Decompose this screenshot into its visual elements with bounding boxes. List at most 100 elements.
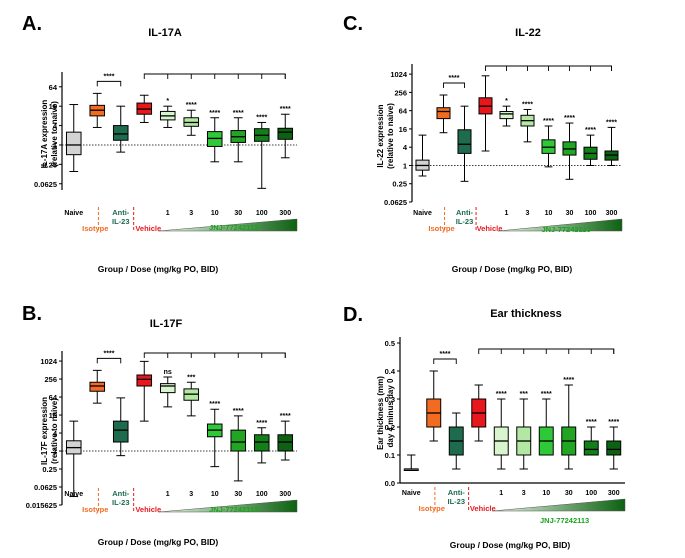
- y-axis-label-line: Ear thickness (mm): [376, 376, 385, 450]
- box-iqr: [112, 125, 129, 141]
- dose-ramp: [498, 218, 623, 232]
- group-label-isotype: Isotype: [419, 504, 445, 513]
- y-tick-label: 4: [53, 122, 58, 131]
- y-tick-label: 0.0: [385, 479, 395, 488]
- box-300: [277, 113, 294, 159]
- panel-4: D. Ear thickness Ear thickness (mm)day 4 m…: [343, 304, 626, 550]
- box-iqr: [436, 107, 451, 120]
- y-tick-label: 4: [53, 429, 58, 438]
- y-tick-label: 16: [399, 125, 407, 134]
- sig-label-dose: ns: [164, 369, 172, 376]
- y-axis-label-line: (relative to naive): [386, 103, 395, 169]
- chart-title: IL-17F: [150, 318, 183, 330]
- box-300: [606, 426, 622, 470]
- x-category-dose: 10: [211, 491, 219, 498]
- sig-label-dose: *: [166, 98, 169, 105]
- box-100: [583, 426, 599, 456]
- x-category-dose: 30: [234, 491, 242, 498]
- box-10: [541, 125, 556, 168]
- sig-label-dose: ****: [209, 401, 220, 408]
- y-tick-label: 1024: [390, 70, 408, 79]
- y-axis-label-line: IL-22 expression: [376, 104, 385, 167]
- x-category-dose: 30: [566, 210, 574, 217]
- sig-label-dose: ****: [522, 101, 533, 108]
- y-tick-label: 0.0625: [384, 198, 407, 207]
- sig-label-dose: ****: [608, 419, 619, 426]
- sig-label-dose: ****: [541, 391, 552, 398]
- x-category-dose: 300: [279, 210, 291, 217]
- x-category-dose: 100: [256, 210, 268, 217]
- group-label-anti-il23-line: Anti-: [456, 208, 474, 217]
- y-axis-label: IL-17F expression(relative to naive): [40, 397, 59, 465]
- y-tick-label: 16: [49, 411, 57, 420]
- sig-label-dose: ***: [520, 391, 528, 398]
- panel-3: B. IL-17F IL-17F expression(relative to na…: [22, 303, 298, 547]
- x-category-dose: 1: [166, 210, 170, 217]
- sig-label-antibody: ****: [104, 350, 115, 357]
- y-axis-label-line: IL-17A expression: [40, 100, 49, 169]
- sig-label-dose: ****: [233, 408, 244, 415]
- box-100: [253, 427, 270, 464]
- sig-bracket-antibody: [96, 80, 122, 87]
- box-iqr: [136, 374, 153, 387]
- group-label-vehicle: Vehicle: [477, 224, 503, 233]
- box-vehicle: [471, 384, 487, 442]
- y-tick-label: 0.0625: [34, 483, 57, 492]
- x-category-dose: 10: [542, 490, 550, 497]
- box-3: [520, 108, 535, 143]
- dose-ramp: [158, 218, 298, 232]
- box-100: [253, 121, 270, 189]
- x-category-dose: 30: [234, 210, 242, 217]
- y-tick-label: 0.3: [385, 395, 395, 404]
- y-axis-label-line: (relative to naive): [50, 101, 59, 167]
- box-30: [230, 415, 247, 482]
- group-label-compound: JNJ-77242113: [209, 223, 258, 232]
- box-anti-il-23: [448, 412, 464, 470]
- x-category-dose: 30: [565, 490, 573, 497]
- sig-label-dose: ****: [280, 106, 291, 113]
- x-category-dose: 3: [522, 490, 526, 497]
- y-tick-label: 4: [403, 143, 408, 152]
- y-axis-label: IL-17A expression(relative to naive): [40, 100, 59, 169]
- group-label-anti-il23: Anti-IL-23: [456, 208, 474, 226]
- panel-letter: B.: [22, 303, 42, 325]
- box-iqr: [253, 434, 270, 452]
- x-category-naive: Naive: [413, 210, 432, 217]
- sig-bracket-antibody: [96, 357, 122, 364]
- group-label-isotype: Isotype: [82, 224, 108, 233]
- box-3: [516, 398, 532, 470]
- group-label-anti-il23-line: IL-23: [447, 497, 465, 506]
- panel-2: C. IL-22 IL-22 expression(relative to naiv…: [343, 13, 623, 274]
- box-iqr: [89, 381, 106, 392]
- group-label-anti-il23-line: IL-23: [112, 498, 130, 507]
- group-label-anti-il23: Anti-IL-23: [112, 489, 130, 507]
- sig-label-dose: ****: [186, 102, 197, 109]
- group-label-vehicle: Vehicle: [135, 224, 161, 233]
- sig-label-antibody: ****: [440, 351, 451, 358]
- sig-bracket-antibody: [433, 358, 457, 364]
- y-axis-label-line: IL-17F expression: [40, 397, 49, 465]
- x-category-dose: 100: [585, 210, 597, 217]
- x-category-dose: 100: [256, 491, 268, 498]
- y-tick-label: 64: [399, 107, 408, 116]
- y-tick-label: 16: [49, 102, 57, 111]
- x-category-dose: 3: [526, 210, 530, 217]
- x-axis-label: Group / Dose (mg/kg PO, BID): [452, 264, 573, 274]
- chart-title: IL-17A: [148, 27, 182, 39]
- box-iqr: [112, 420, 129, 443]
- box-isotype: [89, 369, 106, 404]
- sig-label-dose: ***: [187, 374, 195, 381]
- y-tick-label: 0.5: [385, 339, 395, 348]
- x-axis-label: Group / Dose (mg/kg PO, BID): [450, 540, 571, 550]
- group-label-isotype: Isotype: [428, 224, 454, 233]
- x-category-naive: Naive: [64, 491, 83, 498]
- box-anti-il-23: [112, 397, 129, 457]
- y-tick-label: 1: [53, 447, 57, 456]
- sig-label-dose: ****: [563, 377, 574, 384]
- box-1: [159, 105, 176, 128]
- group-label-compound: JNJ-77242113: [541, 225, 590, 234]
- y-tick-label: 0.25: [42, 465, 57, 474]
- x-category-naive: Naive: [402, 490, 421, 497]
- y-tick-label: 64: [49, 393, 58, 402]
